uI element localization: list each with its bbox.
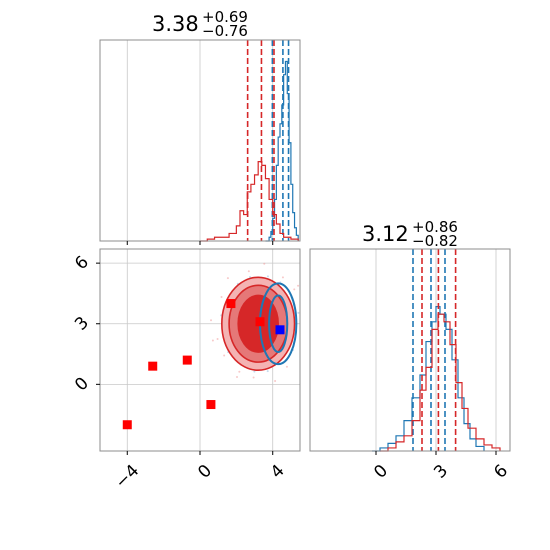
panel-bottom-right-frame — [309, 248, 511, 452]
marker-blue-square — [275, 325, 285, 335]
sample-point — [297, 311, 300, 314]
sample-point — [223, 354, 226, 357]
marker-red-square — [206, 400, 216, 410]
title-bottom-right-plus: +0.86 — [412, 218, 458, 236]
x-tick-label: 6 — [490, 461, 512, 483]
marker-red-square — [122, 420, 132, 430]
x-tick-label: 4 — [267, 461, 289, 483]
sample-point — [210, 319, 213, 322]
x-tick-label: −4 — [111, 461, 143, 493]
marker-red-square — [255, 317, 265, 327]
sample-point — [216, 337, 219, 340]
histogram-step-1 — [380, 313, 501, 452]
sample-point — [247, 270, 250, 273]
x-tick-label: 3 — [430, 461, 452, 483]
contour-blue-1 — [268, 294, 289, 354]
x-tick-label: 0 — [194, 461, 216, 483]
marker-red-square — [148, 361, 158, 371]
sample-point — [220, 295, 223, 298]
sample-point — [297, 284, 300, 287]
y-tick-label: 6 — [71, 252, 93, 274]
sample-point — [211, 339, 214, 342]
x-tick-label: 0 — [370, 461, 392, 483]
sample-point — [266, 275, 269, 278]
y-tick-label: 3 — [71, 313, 93, 335]
sample-point — [293, 288, 296, 291]
sample-point — [263, 262, 266, 265]
sample-point — [274, 380, 277, 383]
title-top-left-value: 3.38 — [152, 12, 199, 36]
marker-red-square — [226, 299, 236, 309]
sample-point — [266, 370, 269, 373]
histogram-step-1 — [200, 161, 299, 242]
sample-point — [252, 376, 255, 379]
histogram-step-0 — [372, 306, 485, 452]
sample-point — [238, 370, 241, 373]
sample-point — [303, 329, 305, 331]
sample-point — [253, 370, 256, 373]
sample-point — [226, 277, 229, 280]
sample-point — [281, 276, 284, 279]
sample-point — [236, 375, 239, 378]
sample-point — [303, 349, 305, 351]
title-bottom-right-value: 3.12 — [362, 222, 409, 246]
title-top-left-minus: −0.76 — [202, 22, 248, 40]
sample-point — [285, 365, 288, 368]
y-tick-label: 0 — [71, 373, 93, 395]
title-bottom-right-minus: −0.82 — [412, 232, 458, 250]
marker-red-square — [182, 355, 192, 365]
title-top-left-plus: +0.69 — [202, 8, 248, 26]
sample-point — [308, 330, 310, 332]
sample-point — [305, 303, 307, 305]
joint-contents — [122, 262, 310, 430]
panel-bottom-right-background — [310, 249, 510, 451]
